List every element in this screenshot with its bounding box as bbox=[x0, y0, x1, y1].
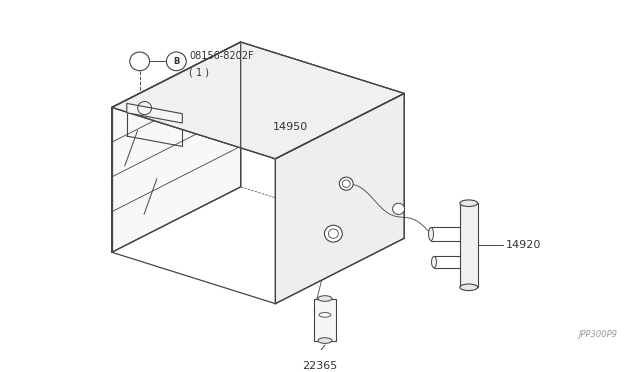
Circle shape bbox=[339, 177, 353, 190]
Circle shape bbox=[166, 52, 186, 71]
Circle shape bbox=[130, 52, 150, 71]
Polygon shape bbox=[460, 203, 477, 287]
Circle shape bbox=[324, 225, 342, 242]
Text: 14920: 14920 bbox=[506, 240, 541, 250]
Polygon shape bbox=[112, 42, 241, 252]
Polygon shape bbox=[275, 93, 404, 304]
Polygon shape bbox=[314, 298, 336, 340]
Polygon shape bbox=[112, 42, 404, 159]
Text: 08156-8202F: 08156-8202F bbox=[189, 51, 254, 61]
Text: 14950: 14950 bbox=[273, 122, 308, 132]
Text: ( 1 ): ( 1 ) bbox=[189, 68, 209, 78]
Ellipse shape bbox=[460, 284, 477, 291]
Polygon shape bbox=[127, 103, 182, 123]
Text: 22365: 22365 bbox=[302, 361, 338, 371]
Circle shape bbox=[392, 203, 404, 215]
Ellipse shape bbox=[429, 228, 433, 241]
Ellipse shape bbox=[431, 256, 436, 268]
Text: JPP300P9: JPP300P9 bbox=[579, 330, 618, 339]
Ellipse shape bbox=[460, 200, 477, 206]
Ellipse shape bbox=[318, 338, 332, 343]
Text: B: B bbox=[173, 57, 180, 66]
Ellipse shape bbox=[318, 296, 332, 301]
